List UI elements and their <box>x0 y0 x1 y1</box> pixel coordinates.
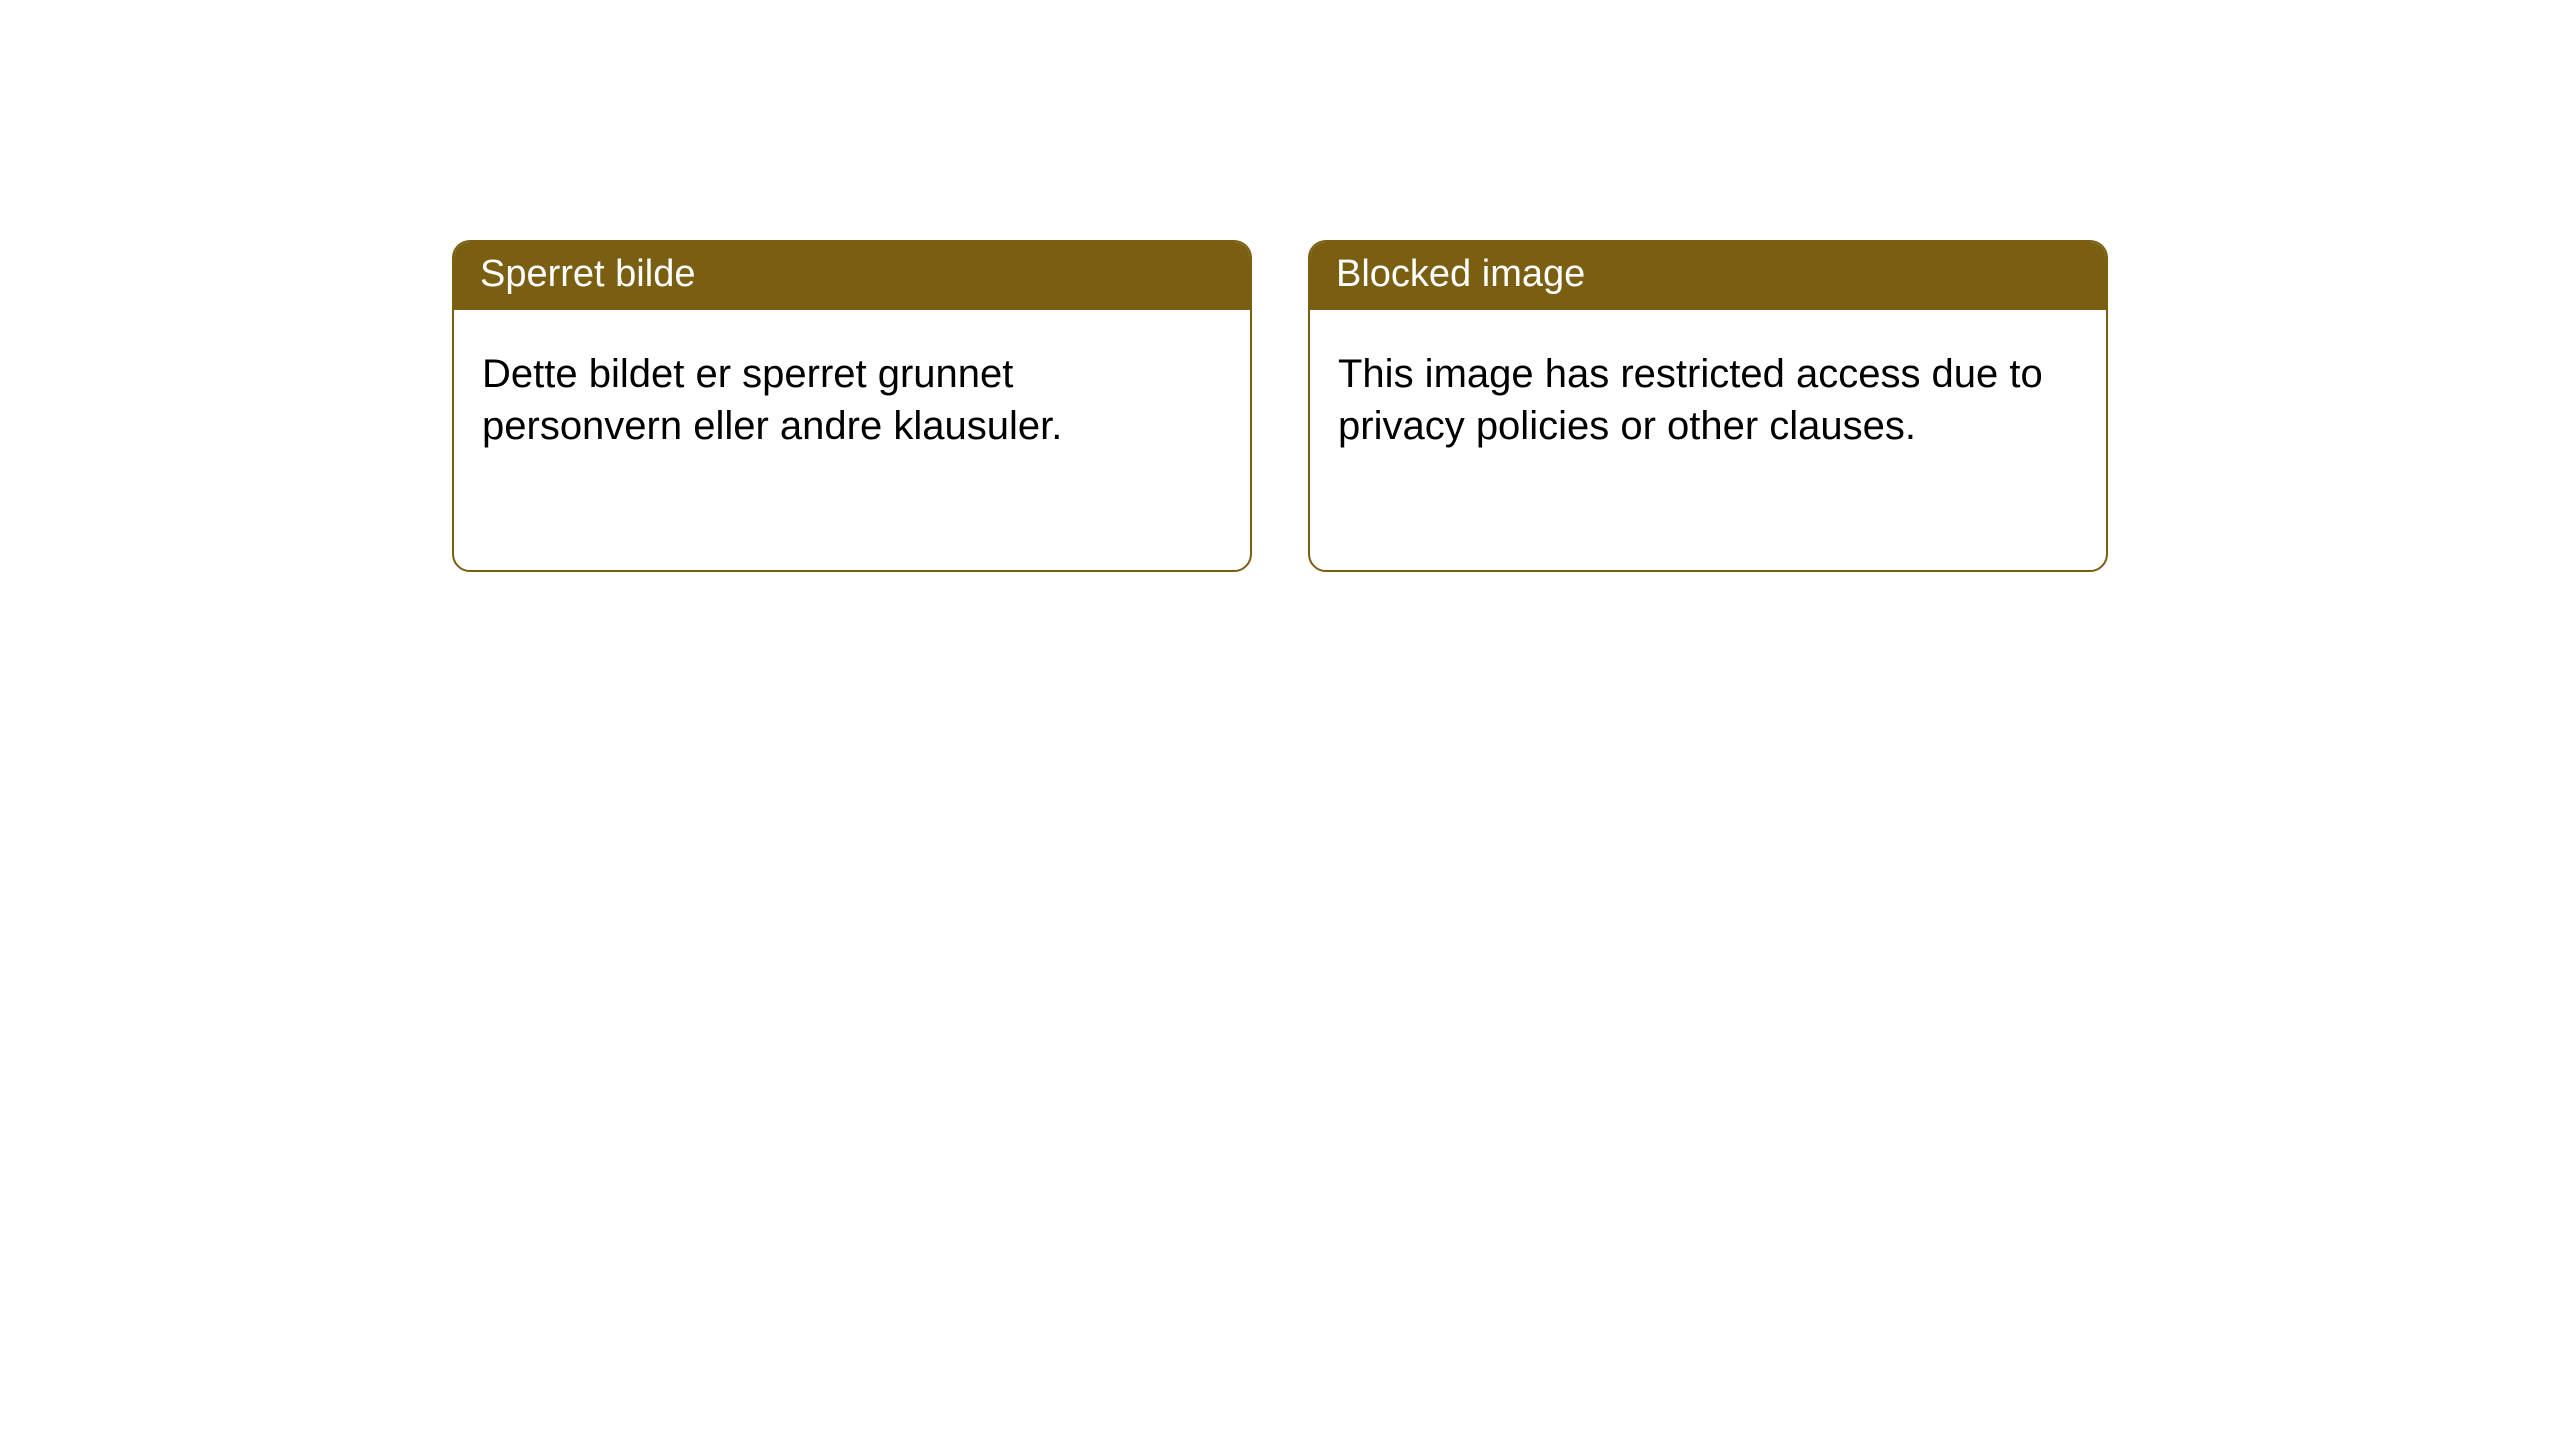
notice-body-text-no: Dette bildet er sperret grunnet personve… <box>482 352 1062 448</box>
notice-body-text-en: This image has restricted access due to … <box>1338 352 2043 448</box>
notice-container: Sperret bilde Dette bildet er sperret gr… <box>0 0 2560 572</box>
notice-header-no: Sperret bilde <box>454 242 1250 310</box>
notice-body-no: Dette bildet er sperret grunnet personve… <box>454 310 1250 476</box>
notice-title-en: Blocked image <box>1336 253 1585 295</box>
notice-body-en: This image has restricted access due to … <box>1310 310 2106 476</box>
notice-card-no: Sperret bilde Dette bildet er sperret gr… <box>452 240 1252 572</box>
notice-card-en: Blocked image This image has restricted … <box>1308 240 2108 572</box>
notice-header-en: Blocked image <box>1310 242 2106 310</box>
notice-title-no: Sperret bilde <box>480 253 695 295</box>
